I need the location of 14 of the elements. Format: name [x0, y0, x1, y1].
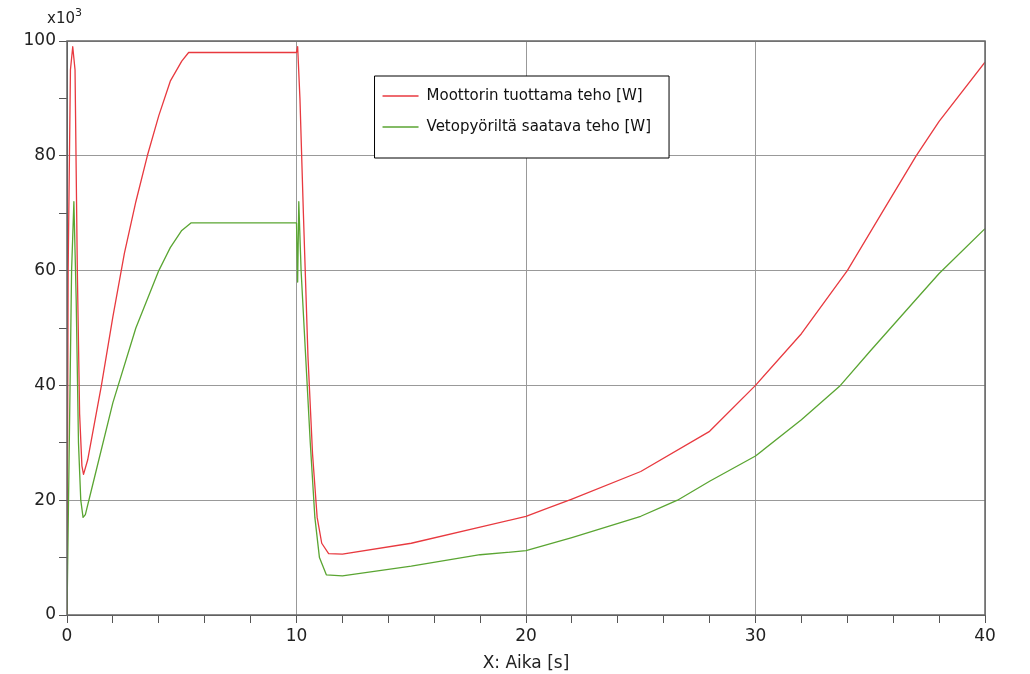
- legend-label: Moottorin tuottama teho [W]: [426, 85, 643, 104]
- y-tick-label: 20: [34, 488, 56, 509]
- x-axis-title: X: Aika [s]: [482, 652, 570, 673]
- y-tick-label: 60: [34, 259, 56, 280]
- y-tick-label: 0: [45, 603, 56, 624]
- x-tick-label: 20: [515, 624, 537, 645]
- y-tick-label: 100: [23, 29, 56, 50]
- x-tick-label: 0: [61, 624, 73, 645]
- y-tick-label: 80: [34, 144, 56, 165]
- legend-label: Vetopyöriltä saatava teho [W]: [426, 116, 652, 135]
- x-tick-label: 40: [974, 624, 996, 645]
- x-tick-label: 10: [285, 624, 308, 645]
- x-tick-label: 30: [744, 624, 767, 645]
- y-tick-label: 40: [34, 373, 56, 394]
